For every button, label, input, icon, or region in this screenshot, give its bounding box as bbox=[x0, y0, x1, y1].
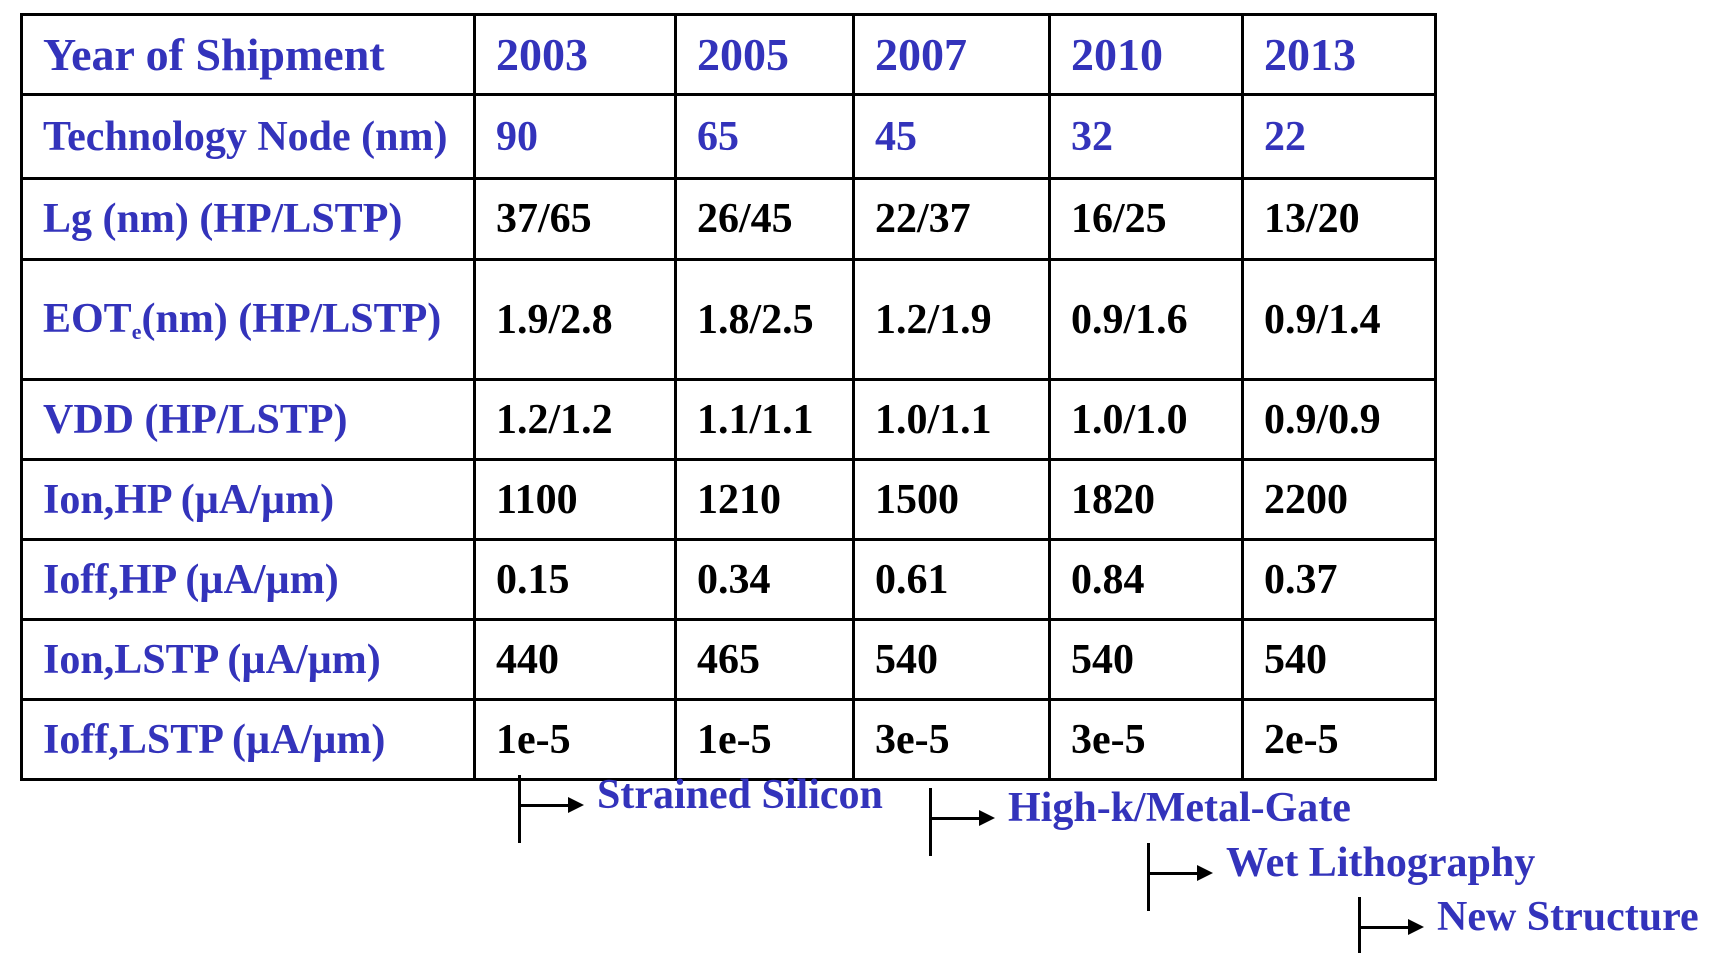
value-cell: 1e-5 bbox=[674, 698, 855, 781]
value-cell: 1.1/1.1 bbox=[674, 378, 855, 461]
milestone-label: Wet Lithography bbox=[1226, 840, 1536, 886]
table-row-ioff-hp: Ioff,HP (µA/µm) 0.15 0.34 0.61 0.84 0.37 bbox=[20, 538, 1437, 621]
year-cell: 2005 bbox=[674, 13, 855, 96]
row-label-ion-lstp: Ion,LSTP (µA/µm) bbox=[20, 618, 476, 701]
node-cell: 32 bbox=[1048, 93, 1244, 180]
eot-label-subscript: e bbox=[131, 318, 142, 344]
value-cell: 0.9/1.4 bbox=[1241, 258, 1437, 381]
value-cell: 1.9/2.8 bbox=[473, 258, 677, 381]
arrow-right-icon bbox=[1197, 865, 1213, 881]
table-row-ion-hp: Ion,HP (µA/µm) 1100 1210 1500 1820 2200 bbox=[20, 458, 1437, 541]
value-cell: 37/65 bbox=[473, 177, 677, 261]
milestone-arrow-shaft bbox=[1147, 872, 1201, 875]
milestone-label: High-k/Metal-Gate bbox=[1008, 785, 1351, 831]
table-row-node: Technology Node (nm) 90 65 45 32 22 bbox=[20, 93, 1437, 180]
node-cell: 45 bbox=[852, 93, 1051, 180]
value-cell: 540 bbox=[852, 618, 1051, 701]
value-cell: 2200 bbox=[1241, 458, 1437, 541]
row-label-ioff-lstp: Ioff,LSTP (µA/µm) bbox=[20, 698, 476, 781]
eot-label-main: EOT bbox=[43, 295, 132, 342]
milestone-arrow-shaft bbox=[518, 804, 572, 807]
value-cell: 3e-5 bbox=[852, 698, 1051, 781]
row-label-ion-hp: Ion,HP (µA/µm) bbox=[20, 458, 476, 541]
milestone-start-bar bbox=[1147, 843, 1150, 911]
row-label-node: Technology Node (nm) bbox=[20, 93, 476, 180]
value-cell: 0.84 bbox=[1048, 538, 1244, 621]
value-cell: 0.9/0.9 bbox=[1241, 378, 1437, 461]
value-cell: 440 bbox=[473, 618, 677, 701]
table-row-ion-lstp: Ion,LSTP (µA/µm) 440 465 540 540 540 bbox=[20, 618, 1437, 701]
value-cell: 1.8/2.5 bbox=[674, 258, 855, 381]
value-cell: 26/45 bbox=[674, 177, 855, 261]
row-label-year: Year of Shipment bbox=[20, 13, 476, 96]
milestone-label: New Structure bbox=[1437, 894, 1699, 940]
milestone-start-bar bbox=[518, 775, 521, 843]
milestone-start-bar bbox=[1358, 897, 1361, 953]
year-cell: 2007 bbox=[852, 13, 1051, 96]
node-cell: 90 bbox=[473, 93, 677, 180]
milestone-label: Strained Silicon bbox=[597, 772, 883, 818]
table-row-eot: EOTe(nm) (HP/LSTP) 1.9/2.8 1.8/2.5 1.2/1… bbox=[20, 258, 1437, 381]
value-cell: 1.2/1.2 bbox=[473, 378, 677, 461]
row-label-eot: EOTe(nm) (HP/LSTP) bbox=[20, 258, 476, 381]
value-cell: 540 bbox=[1048, 618, 1244, 701]
node-cell: 22 bbox=[1241, 93, 1437, 180]
year-cell: 2003 bbox=[473, 13, 677, 96]
value-cell: 1210 bbox=[674, 458, 855, 541]
table-row-year: Year of Shipment 2003 2005 2007 2010 201… bbox=[20, 13, 1437, 96]
node-cell: 65 bbox=[674, 93, 855, 180]
milestone-arrow-shaft bbox=[1358, 926, 1412, 929]
year-cell: 2013 bbox=[1241, 13, 1437, 96]
value-cell: 13/20 bbox=[1241, 177, 1437, 261]
value-cell: 1.0/1.0 bbox=[1048, 378, 1244, 461]
value-cell: 1e-5 bbox=[473, 698, 677, 781]
value-cell: 1.0/1.1 bbox=[852, 378, 1051, 461]
value-cell: 2e-5 bbox=[1241, 698, 1437, 781]
arrow-right-icon bbox=[979, 810, 995, 826]
value-cell: 0.9/1.6 bbox=[1048, 258, 1244, 381]
value-cell: 1500 bbox=[852, 458, 1051, 541]
value-cell: 0.61 bbox=[852, 538, 1051, 621]
value-cell: 465 bbox=[674, 618, 855, 701]
year-cell: 2010 bbox=[1048, 13, 1244, 96]
value-cell: 540 bbox=[1241, 618, 1437, 701]
value-cell: 1100 bbox=[473, 458, 677, 541]
value-cell: 1820 bbox=[1048, 458, 1244, 541]
value-cell: 0.37 bbox=[1241, 538, 1437, 621]
milestone-start-bar bbox=[929, 788, 932, 856]
value-cell: 0.34 bbox=[674, 538, 855, 621]
value-cell: 1.2/1.9 bbox=[852, 258, 1051, 381]
eot-label-unit: (nm) (HP/LSTP) bbox=[141, 295, 442, 342]
table-row-ioff-lstp: Ioff,LSTP (µA/µm) 1e-5 1e-5 3e-5 3e-5 2e… bbox=[20, 698, 1437, 781]
arrow-right-icon bbox=[568, 797, 584, 813]
value-cell: 3e-5 bbox=[1048, 698, 1244, 781]
table-row-vdd: VDD (HP/LSTP) 1.2/1.2 1.1/1.1 1.0/1.1 1.… bbox=[20, 378, 1437, 461]
row-label-lg: Lg (nm) (HP/LSTP) bbox=[20, 177, 476, 261]
row-label-vdd: VDD (HP/LSTP) bbox=[20, 378, 476, 461]
arrow-right-icon bbox=[1408, 919, 1424, 935]
value-cell: 22/37 bbox=[852, 177, 1051, 261]
value-cell: 0.15 bbox=[473, 538, 677, 621]
row-label-ioff-hp: Ioff,HP (µA/µm) bbox=[20, 538, 476, 621]
value-cell: 16/25 bbox=[1048, 177, 1244, 261]
table-row-lg: Lg (nm) (HP/LSTP) 37/65 26/45 22/37 16/2… bbox=[20, 177, 1437, 261]
roadmap-table: Year of Shipment 2003 2005 2007 2010 201… bbox=[20, 13, 1437, 781]
milestone-arrow-shaft bbox=[929, 817, 983, 820]
